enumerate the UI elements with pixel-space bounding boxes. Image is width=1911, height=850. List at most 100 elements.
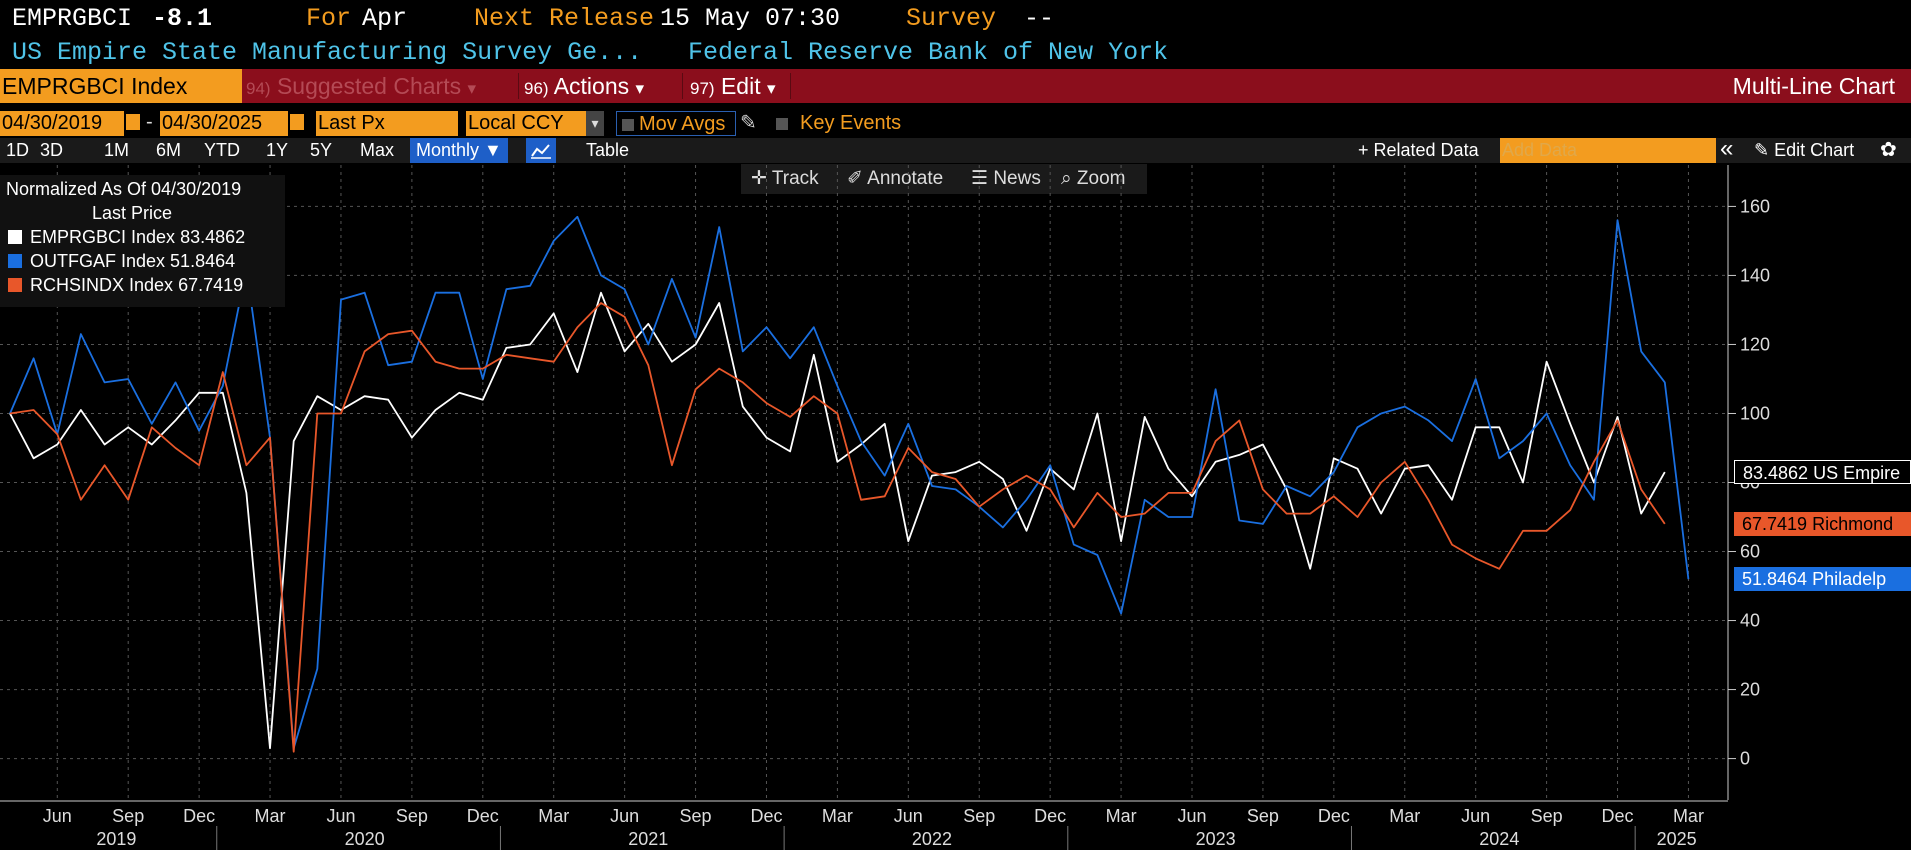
security-field[interactable]: EMPRGBCI Index bbox=[0, 69, 242, 103]
for-value: Apr bbox=[362, 4, 408, 33]
x-month-label: Dec bbox=[750, 806, 782, 826]
series-line-0 bbox=[9, 291, 1666, 750]
chevron-down-icon: ▾ bbox=[586, 111, 604, 136]
period-button-5y[interactable]: 5Y bbox=[310, 140, 333, 160]
related-data-button[interactable]: + Related Data bbox=[1358, 140, 1479, 160]
x-month-label: Dec bbox=[1318, 806, 1350, 826]
add-data-input[interactable]: Add Data bbox=[1500, 138, 1716, 163]
x-year-label: 2019 bbox=[96, 829, 136, 849]
actions-menu[interactable]: 96) Actions ▾ bbox=[524, 73, 645, 99]
chart-grid bbox=[0, 165, 1728, 800]
mov-avgs-toggle[interactable]: Mov Avgs bbox=[616, 111, 736, 136]
richmond-last-value-tag: 67.7419 Richmond bbox=[1734, 512, 1911, 536]
security-description: US Empire State Manufacturing Survey Ge.… bbox=[12, 38, 643, 67]
x-month-label: Dec bbox=[1034, 806, 1066, 826]
x-month-label: Jun bbox=[894, 806, 923, 826]
frequency-select[interactable]: Monthly ▼ bbox=[410, 138, 508, 163]
next-release-value: 15 May 07:30 bbox=[660, 4, 841, 33]
line-chart-icon-graphic bbox=[531, 144, 551, 159]
y-tick-label: 0 bbox=[1740, 749, 1750, 769]
annotate-button[interactable]: ✐ Annotate bbox=[847, 168, 944, 189]
zoom-button[interactable]: ⌕ Zoom bbox=[1061, 168, 1126, 189]
x-month-label: Jun bbox=[1177, 806, 1206, 826]
date-controls: 04/30/2019 - 04/30/2025 Last Px Local CC… bbox=[0, 110, 1911, 138]
x-year-label: 2025 bbox=[1657, 829, 1697, 849]
pen-icon: ✐ bbox=[847, 168, 863, 189]
end-date-field[interactable]: 04/30/2025 bbox=[160, 111, 288, 136]
x-month-label: Dec bbox=[1602, 806, 1634, 826]
menu-bar: EMPRGBCI Index 94) Suggested Charts ▾ 96… bbox=[0, 69, 1911, 103]
ticker-label: EMPRGBCI bbox=[12, 4, 133, 33]
chevron-down-icon: ▾ bbox=[767, 79, 776, 98]
x-month-label: Mar bbox=[822, 806, 853, 826]
current-value: -8.1 bbox=[152, 4, 213, 33]
track-button[interactable]: ✛ Track bbox=[751, 168, 819, 189]
x-month-label: Mar bbox=[1106, 806, 1137, 826]
last-price-header: Last Price bbox=[92, 203, 173, 223]
x-month-label: Mar bbox=[1673, 806, 1704, 826]
x-month-label: Jun bbox=[326, 806, 355, 826]
x-year-label: 2020 bbox=[345, 829, 385, 849]
chevron-down-icon: ▾ bbox=[635, 79, 645, 98]
y-tick-label: 60 bbox=[1740, 542, 1760, 562]
x-axis: Jun Sep Dec Mar Jun Sep Dec Mar Jun Sep Dec Mar Jun S… bbox=[0, 800, 1728, 850]
key-events-toggle[interactable]: Key Events bbox=[776, 111, 901, 136]
x-month-label: Sep bbox=[396, 806, 428, 826]
news-icon: ☰ bbox=[971, 168, 989, 189]
survey-label: Survey bbox=[906, 4, 997, 33]
chart-legend: Normalized As Of 04/30/2019 Last Price E… bbox=[0, 175, 285, 307]
period-button-6m[interactable]: 6M bbox=[156, 140, 182, 160]
legend-swatch bbox=[8, 254, 22, 268]
period-button-ytd[interactable]: YTD bbox=[204, 140, 240, 160]
chart-tools: ✛ Track ✐ Annotate ☰ News ⌕ Zoom bbox=[741, 164, 1147, 194]
period-button-1y[interactable]: 1Y bbox=[266, 140, 289, 160]
period-button-3d[interactable]: 3D bbox=[40, 140, 64, 160]
suggested-charts-menu[interactable]: 94) Suggested Charts ▾ bbox=[246, 73, 477, 99]
calendar-icon[interactable] bbox=[126, 114, 140, 130]
x-month-label: Sep bbox=[680, 806, 712, 826]
philly-last-value-tag: 51.8464 Philadelp bbox=[1734, 567, 1911, 591]
news-button[interactable]: ☰ News bbox=[971, 168, 1041, 189]
pencil-icon[interactable]: ✎ bbox=[740, 112, 757, 134]
x-month-label: Jun bbox=[1461, 806, 1490, 826]
currency-select[interactable]: Local CCY ▾ bbox=[466, 111, 604, 136]
legend-entry-empire[interactable]: EMPRGBCI Index 83.4862 bbox=[8, 227, 245, 248]
settings-gear-icon[interactable]: ✿ bbox=[1880, 139, 1897, 161]
edit-chart-button[interactable]: ✎ Edit Chart bbox=[1754, 140, 1855, 160]
period-button-max[interactable]: Max bbox=[360, 140, 395, 160]
next-release-label: Next Release bbox=[474, 4, 655, 33]
x-month-label: Jun bbox=[610, 806, 639, 826]
x-month-label: Sep bbox=[963, 806, 995, 826]
y-tick-label: 160 bbox=[1740, 196, 1770, 216]
x-month-label: Sep bbox=[1531, 806, 1563, 826]
for-label: For bbox=[306, 4, 352, 33]
x-month-label: Sep bbox=[112, 806, 144, 826]
collapse-icon[interactable]: « bbox=[1720, 135, 1734, 162]
period-button-1d[interactable]: 1D bbox=[6, 140, 30, 160]
chart-series bbox=[9, 215, 1690, 753]
legend-entry-richmond[interactable]: RCHSINDX Index 67.7419 bbox=[8, 275, 243, 296]
y-tick-label: 140 bbox=[1740, 265, 1770, 285]
y-tick-label: 100 bbox=[1740, 403, 1770, 423]
y-tick-label: 40 bbox=[1740, 611, 1760, 631]
x-year-label: 2022 bbox=[912, 829, 952, 849]
y-tick-label: 20 bbox=[1740, 680, 1760, 700]
line-chart-icon[interactable] bbox=[526, 138, 556, 163]
table-button[interactable]: Table bbox=[586, 140, 630, 160]
period-button-1m[interactable]: 1M bbox=[104, 140, 130, 160]
x-month-label: Sep bbox=[1247, 806, 1279, 826]
start-date-field[interactable]: 04/30/2019 bbox=[0, 111, 124, 136]
checkbox-icon bbox=[776, 118, 788, 130]
edit-menu[interactable]: 97) Edit ▾ bbox=[690, 73, 776, 99]
x-month-label: Dec bbox=[467, 806, 499, 826]
legend-entry-philly[interactable]: OUTFGAF Index 51.8464 bbox=[8, 251, 235, 272]
empire-last-value-tag: 83.4862 US Empire bbox=[1734, 460, 1911, 484]
calendar-icon[interactable] bbox=[290, 114, 304, 130]
date-separator: - bbox=[146, 111, 153, 133]
normalized-note: Normalized As Of 04/30/2019 bbox=[6, 179, 242, 199]
x-month-label: Mar bbox=[1389, 806, 1420, 826]
series-line-2 bbox=[9, 302, 1666, 753]
price-field-select[interactable]: Last Px bbox=[316, 111, 458, 136]
legend-swatch bbox=[8, 278, 22, 292]
